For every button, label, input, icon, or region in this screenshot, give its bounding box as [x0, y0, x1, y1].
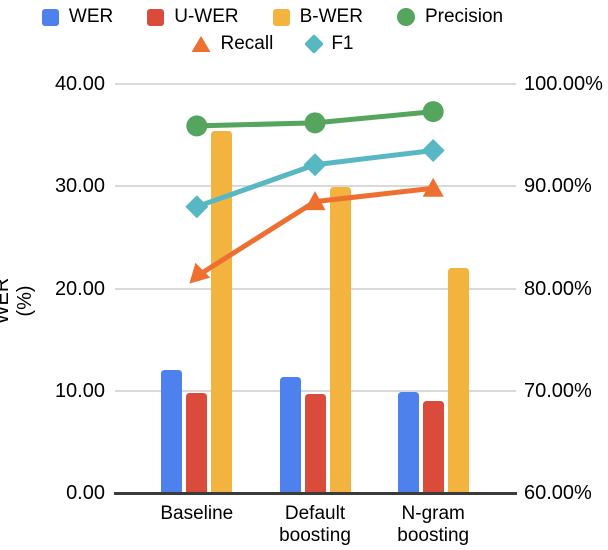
square-icon: [272, 8, 290, 26]
diamond-marker-f1-2: [421, 138, 445, 162]
triangle-marker-recall-2: [422, 177, 444, 197]
legend-item-u-wer: U-WER: [147, 5, 239, 29]
legend-row-1: WER U-WER B-WER Precision: [41, 5, 504, 29]
right-axis-tick: 100.00%: [524, 73, 603, 95]
legend-item-wer: WER: [41, 5, 114, 29]
gridline: [115, 287, 516, 290]
line-f1: [195, 147, 434, 210]
square-icon: [147, 8, 165, 26]
gridline: [115, 83, 516, 85]
legend-label: U-WER: [174, 6, 239, 27]
right-axis-tick: 70.00%: [524, 379, 592, 402]
left-axis-tick: 0.00: [66, 482, 105, 504]
gridline: [115, 389, 516, 392]
line-precision: [196, 109, 434, 129]
x-axis-line: [114, 491, 517, 495]
legend-row-2: Recall F1: [191, 32, 354, 56]
circle-icon: [396, 8, 415, 26]
line-recall: [195, 185, 434, 279]
x-axis-label-default-boosting: Default boosting: [279, 503, 351, 546]
legend-item-recall: Recall: [191, 32, 274, 56]
bar-u-wer-1: [304, 393, 326, 493]
x-axis-label-baseline: Baseline: [160, 503, 234, 524]
diamond-icon: [304, 34, 325, 54]
bar-wer-2: [397, 391, 419, 493]
legend-label: Recall: [220, 33, 274, 54]
left-axis-tick: 20.00: [54, 277, 105, 300]
left-axis-tick: 30.00: [54, 175, 105, 198]
right-axis-tick: 90.00%: [524, 175, 592, 198]
legend-label: Precision: [424, 6, 504, 27]
circle-marker-precision-2: [422, 101, 444, 123]
diamond-marker-f1-0: [185, 195, 209, 219]
legend-label: B-WER: [299, 6, 363, 27]
bar-wer-1: [279, 377, 301, 493]
legend-item-precision: Precision: [396, 5, 504, 29]
bar-wer-0: [161, 370, 183, 493]
circle-marker-precision-0: [186, 115, 208, 137]
bar-b-wer-2: [447, 268, 469, 493]
diamond-marker-f1-1: [303, 153, 327, 177]
right-axis-tick: 60.00%: [524, 482, 592, 504]
left-axis-title: WER (%): [0, 277, 36, 325]
circle-marker-precision-1: [304, 112, 326, 134]
bar-b-wer-1: [329, 187, 351, 493]
chart-legend: WER U-WER B-WER Precision Recall F1: [0, 5, 545, 56]
gridline: [115, 185, 516, 188]
bar-u-wer-0: [186, 392, 208, 493]
right-axis-tick: 80.00%: [524, 277, 592, 300]
x-axis-label-n-gram-boosting: N-gram boosting: [397, 503, 470, 546]
legend-label: F1: [331, 33, 354, 54]
legend-item-b-wer: B-WER: [272, 5, 363, 29]
left-axis-tick: 40.00: [54, 73, 105, 95]
triangle-marker-recall-1: [304, 191, 326, 211]
legend-label: WER: [68, 6, 114, 27]
bar-b-wer-0: [211, 131, 233, 493]
triangle-icon: [191, 36, 211, 52]
bar-u-wer-2: [422, 400, 444, 493]
legend-item-f1: F1: [304, 32, 354, 56]
left-axis-tick: 10.00: [54, 379, 105, 402]
square-icon: [41, 8, 59, 26]
